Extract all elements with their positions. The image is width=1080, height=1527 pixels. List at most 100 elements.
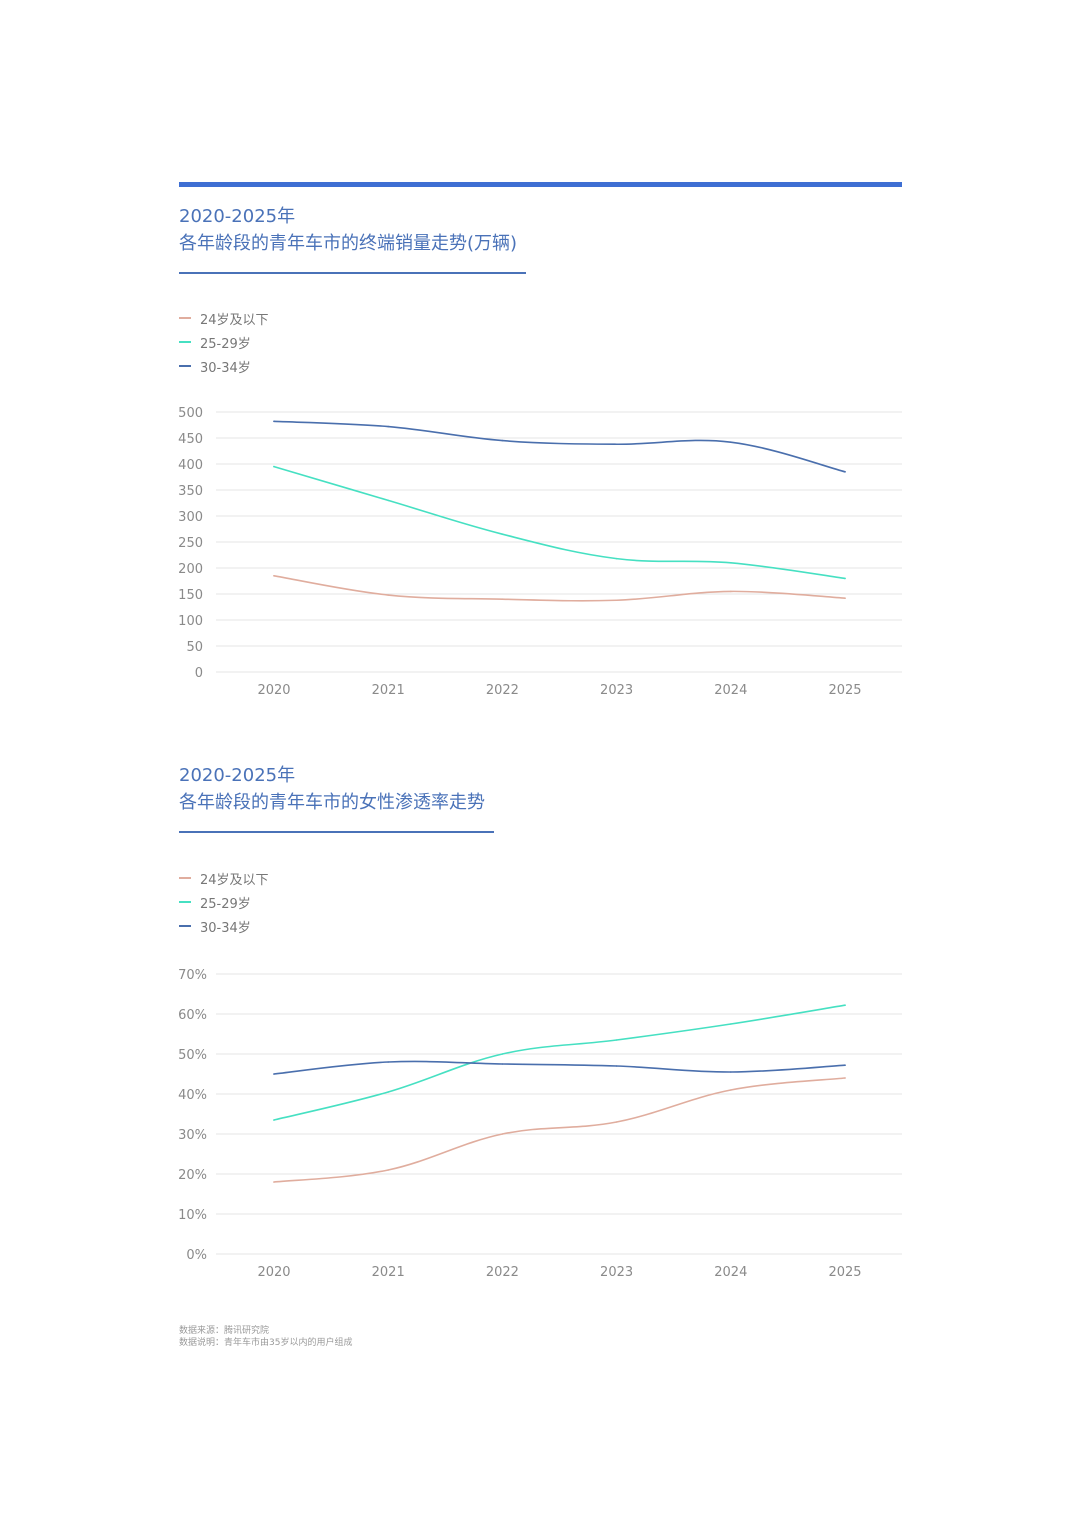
y-tick-label: 10% [178,1208,207,1223]
y-tick-label: 50% [178,1048,207,1063]
legend-swatch [179,925,191,927]
data-point [501,1063,504,1065]
data-point [273,465,275,468]
y-tick-label: 400 [178,458,203,473]
data-point [387,594,389,596]
data-point [615,443,618,446]
series-line-1 [273,1004,846,1121]
x-tick-label: 2020 [257,683,290,698]
y-tick-label: 200 [178,562,203,577]
data-point [844,1077,846,1079]
x-tick-label: 2022 [486,1265,519,1280]
x-tick-label: 2025 [828,683,861,698]
data-point [730,1089,732,1091]
chart2-title-line2: 各年龄段的青年车市的女性渗透率走势 [179,792,485,813]
y-tick-label: 500 [178,406,203,421]
x-tick-label: 2025 [828,1265,861,1280]
chart2-title-line1: 2020-2025年 [179,765,296,786]
y-tick-label: 0% [186,1248,207,1263]
data-point [615,599,618,602]
y-tick-label: 0 [195,666,203,681]
data-point [273,575,275,577]
y-tick-label: 250 [178,536,203,551]
data-point [273,1119,275,1121]
y-tick-label: 30% [178,1128,207,1143]
data-point [615,557,618,560]
chart1-title-underline [179,272,526,274]
x-tick-label: 2022 [486,683,519,698]
data-point [273,1073,275,1075]
chart1-title: 2020-2025年 各年龄段的青年车市的终端销量走势(万辆) [179,203,517,257]
data-point [615,1121,618,1123]
top-accent-bar [179,182,902,187]
legend-swatch [179,877,191,879]
chart1-sales-line-chart: 0 50 100 150 200 250 300 350 400 450 500 2020 2021 20… [178,406,902,698]
y-tick-label: 350 [178,484,203,499]
legend-swatch [179,365,191,367]
legend-swatch [179,901,191,903]
data-point [387,1169,389,1171]
x-tick-label: 2023 [600,683,633,698]
footnote-note: 数据说明：青年车市由35岁以内的用户组成 [179,1338,353,1348]
data-point [387,1061,389,1063]
chart2-legend-item: 24岁及以下 [179,866,269,890]
data-point [273,420,275,423]
chart2-legend-item: 25-29岁 [179,890,269,914]
data-point [501,439,504,442]
chart1-legend: 24岁及以下 25-29岁 30-34岁 [179,306,269,378]
y-tick-label: 20% [178,1168,207,1183]
legend-label: 24岁及以下 [200,312,269,328]
data-point [273,1181,275,1183]
data-point [844,1004,846,1006]
chart2-title-underline [179,831,494,833]
legend-label: 24岁及以下 [200,872,269,888]
legend-label: 30-34岁 [200,360,251,376]
legend-label: 25-29岁 [200,896,251,912]
chart1-title-line1: 2020-2025年 [179,206,296,227]
chart2-female-penetration-line-chart: 0% 10% 20% 30% 40% 50% 60% 70% 2020 2021 2022 2023 2… [178,968,902,1280]
data-point [730,590,732,593]
y-tick-label: 300 [178,510,203,525]
footnote-source: 数据来源：腾讯研究院 [179,1326,270,1336]
data-point [501,1133,504,1135]
series-line-0 [273,1077,846,1183]
chart2-legend-item: 30-34岁 [179,914,269,938]
y-tick-label: 40% [178,1088,207,1103]
y-tick-label: 450 [178,432,203,447]
legend-label: 25-29岁 [200,336,251,352]
y-tick-label: 150 [178,588,203,603]
data-point [387,425,389,428]
series-line-0 [273,575,846,602]
data-point [615,1039,618,1041]
data-point [501,533,504,535]
series-line-2 [273,1060,846,1075]
data-point [730,1071,732,1073]
x-tick-label: 2021 [372,1265,405,1280]
legend-swatch [179,341,191,343]
data-point [387,499,389,502]
data-point [501,598,504,600]
y-tick-label: 70% [178,968,207,983]
data-point [844,577,846,580]
y-tick-label: 50 [186,640,203,655]
data-point [844,471,846,473]
x-tick-label: 2024 [714,683,747,698]
x-tick-label: 2024 [714,1265,747,1280]
chart2-title: 2020-2025年 各年龄段的青年车市的女性渗透率走势 [179,762,485,816]
chart1-title-line2: 各年龄段的青年车市的终端销量走势(万辆) [179,233,518,254]
data-point [730,1023,732,1025]
chart1-legend-item: 30-34岁 [179,354,269,378]
series-line-2 [273,420,846,473]
x-tick-label: 2021 [372,683,405,698]
x-tick-label: 2020 [257,1265,290,1280]
data-point [387,1091,389,1093]
y-tick-label: 60% [178,1008,207,1023]
chart1-legend-item: 25-29岁 [179,330,269,354]
data-point [615,1065,618,1067]
chart2-legend: 24岁及以下 25-29岁 30-34岁 [179,866,269,938]
data-point [844,597,846,599]
data-point [844,1064,846,1066]
y-tick-label: 100 [178,614,203,629]
data-point [501,1053,504,1055]
series-line-1 [273,465,846,580]
